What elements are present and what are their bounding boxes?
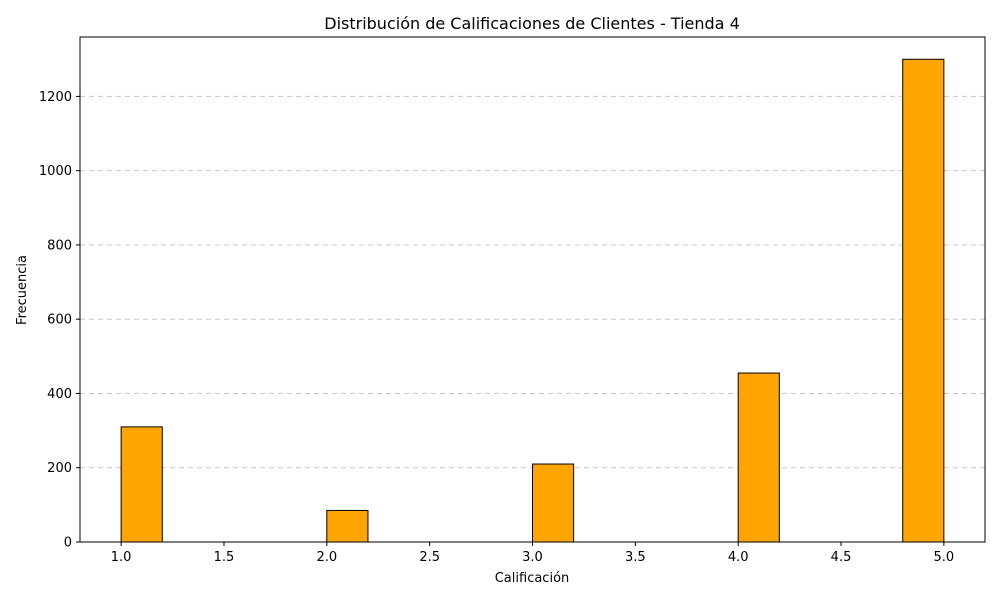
bars [120,58,945,543]
x-axis-label: Calificación [495,571,570,586]
x-tick-label: 3.5 [625,550,646,565]
y-tick-label: 600 [47,313,72,328]
y-tick-label: 1000 [39,164,72,179]
histogram-bar-2 [532,463,575,543]
x-tick-label: 5.0 [934,550,955,565]
x-tick-label: 4.0 [728,550,749,565]
y-tick-label: 200 [47,461,72,476]
y-tick-label: 800 [47,238,72,253]
x-tick-label: 1.5 [214,550,235,565]
y-tick-label: 1200 [39,90,72,105]
histogram-bar-0 [120,426,163,543]
x-axis-ticks: 1.0 1.5 2.0 2.5 3.0 3.5 4.0 4.5 5.0 [111,542,954,565]
y-tick-label: 0 [64,536,72,551]
chart-title: Distribución de Calificaciones de Client… [324,14,740,33]
x-tick-label: 3.0 [522,550,543,565]
x-tick-label: 2.0 [316,550,337,565]
x-tick-label: 1.0 [111,550,132,565]
y-axis-label: Frecuencia [15,255,30,325]
histogram-bar-4 [902,58,945,543]
x-tick-label: 4.5 [831,550,852,565]
y-axis-ticks: 0 200 400 600 800 1000 1200 [39,90,80,551]
histogram-bar-3 [737,372,780,543]
x-tick-label: 2.5 [419,550,440,565]
histogram-bar-1 [326,509,369,543]
y-tick-label: 400 [47,387,72,402]
